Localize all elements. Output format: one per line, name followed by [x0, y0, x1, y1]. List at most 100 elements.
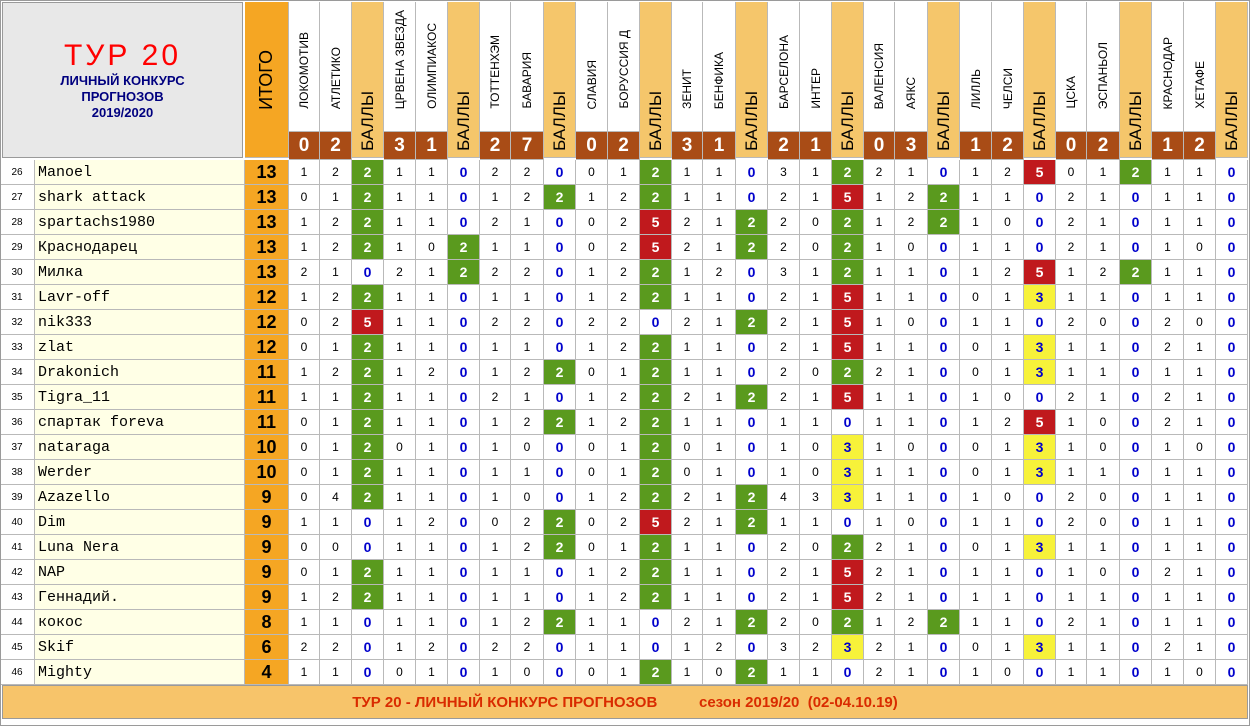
home-prediction: 1	[480, 335, 511, 360]
away-prediction: 2	[511, 160, 544, 185]
match-points: 2	[352, 585, 384, 610]
away-prediction: 0	[800, 535, 832, 560]
match-points: 2	[640, 410, 672, 435]
home-prediction: 2	[864, 535, 895, 560]
home-prediction: 0	[289, 435, 320, 460]
home-prediction: 2	[768, 585, 800, 610]
match-points: 0	[928, 560, 960, 585]
match-points: 0	[736, 335, 768, 360]
home-team-header: ЦСКА	[1056, 2, 1087, 132]
away-prediction: 1	[1087, 610, 1120, 635]
match-points: 3	[1024, 635, 1056, 660]
home-prediction: 0	[960, 535, 992, 560]
home-prediction: 1	[289, 285, 320, 310]
home-prediction: 1	[384, 335, 416, 360]
home-prediction: 2	[768, 310, 800, 335]
points-label: БАЛЛЫ	[741, 91, 761, 151]
match-points: 2	[352, 410, 384, 435]
home-prediction: 1	[672, 160, 703, 185]
home-prediction: 1	[289, 660, 320, 685]
match-points: 0	[1120, 485, 1152, 510]
points-header: БАЛЛЫ	[448, 2, 480, 158]
participant-name: спартак foreva	[35, 410, 245, 435]
match-points: 0	[928, 510, 960, 535]
away-prediction: 1	[895, 160, 928, 185]
match-points: 0	[1120, 410, 1152, 435]
home-prediction: 1	[480, 285, 511, 310]
match-points: 2	[640, 535, 672, 560]
away-team-header: ИНТЕР	[800, 2, 832, 132]
match-points: 0	[544, 485, 576, 510]
away-prediction: 2	[511, 260, 544, 285]
home-prediction: 2	[864, 360, 895, 385]
home-prediction: 1	[480, 610, 511, 635]
away-prediction: 2	[320, 635, 352, 660]
home-prediction: 1	[864, 335, 895, 360]
match-points: 0	[1120, 560, 1152, 585]
match-points: 3	[832, 635, 864, 660]
away-prediction: 1	[320, 510, 352, 535]
home-prediction: 0	[384, 660, 416, 685]
home-prediction: 1	[960, 610, 992, 635]
away-prediction: 1	[1184, 160, 1216, 185]
home-prediction: 1	[672, 410, 703, 435]
away-prediction: 0	[1087, 510, 1120, 535]
match-points: 2	[544, 510, 576, 535]
home-prediction: 0	[960, 285, 992, 310]
match-points: 0	[1216, 560, 1248, 585]
points-header: БАЛЛЫ	[736, 2, 768, 158]
away-goals: 7	[511, 132, 544, 160]
away-prediction: 1	[511, 235, 544, 260]
away-goals: 1	[703, 132, 736, 160]
home-prediction: 0	[289, 185, 320, 210]
away-prediction: 1	[608, 660, 640, 685]
match-points: 5	[832, 585, 864, 610]
home-prediction: 2	[768, 360, 800, 385]
points-label: БАЛЛЫ	[1221, 91, 1241, 151]
home-prediction: 1	[672, 585, 703, 610]
match-points: 0	[1216, 460, 1248, 485]
match-points: 0	[544, 635, 576, 660]
home-prediction: 1	[1056, 535, 1087, 560]
home-prediction: 1	[576, 485, 608, 510]
home-prediction: 1	[960, 160, 992, 185]
participant-name: zlat	[35, 335, 245, 360]
home-prediction: 1	[768, 510, 800, 535]
home-prediction: 1	[480, 360, 511, 385]
match-points: 0	[1216, 235, 1248, 260]
away-prediction: 2	[703, 635, 736, 660]
match-points: 0	[448, 285, 480, 310]
home-prediction: 1	[864, 385, 895, 410]
home-prediction: 0	[289, 410, 320, 435]
away-team-name: ХЕТАФЕ	[1192, 61, 1207, 109]
match-points: 0	[736, 410, 768, 435]
home-prediction: 1	[672, 635, 703, 660]
away-prediction: 1	[1087, 335, 1120, 360]
total-points: 13	[245, 210, 289, 235]
home-prediction: 1	[864, 285, 895, 310]
away-prediction: 1	[800, 335, 832, 360]
home-prediction: 0	[672, 460, 703, 485]
match-points: 0	[448, 535, 480, 560]
away-prediction: 1	[320, 185, 352, 210]
match-points: 2	[736, 610, 768, 635]
away-prediction: 0	[895, 235, 928, 260]
away-prediction: 1	[703, 410, 736, 435]
home-prediction: 1	[864, 410, 895, 435]
row-number: 33	[0, 335, 35, 360]
match-points: 0	[544, 660, 576, 685]
home-prediction: 0	[384, 435, 416, 460]
points-label: БАЛЛЫ	[1029, 91, 1049, 151]
away-prediction: 1	[320, 435, 352, 460]
home-prediction: 2	[1056, 610, 1087, 635]
match-points: 0	[928, 585, 960, 610]
match-points: 0	[1120, 185, 1152, 210]
points-header: БАЛЛЫ	[1024, 2, 1056, 158]
row-number: 44	[0, 610, 35, 635]
row-number: 42	[0, 560, 35, 585]
match-points: 2	[640, 560, 672, 585]
match-points: 3	[832, 485, 864, 510]
home-prediction: 0	[289, 335, 320, 360]
away-prediction: 1	[1087, 360, 1120, 385]
away-prediction: 1	[320, 335, 352, 360]
